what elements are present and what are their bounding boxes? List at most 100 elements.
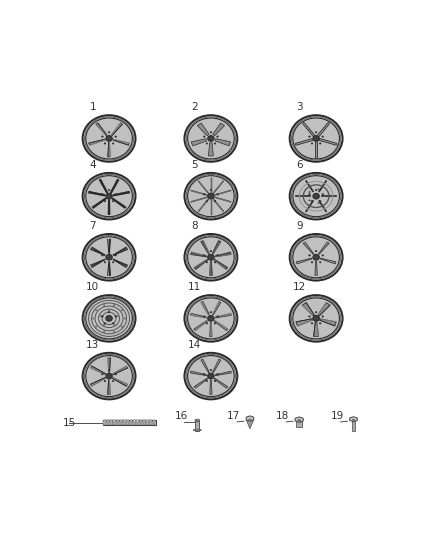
Text: 9: 9 [297, 221, 303, 231]
Ellipse shape [206, 322, 208, 324]
Ellipse shape [298, 419, 300, 421]
Ellipse shape [113, 381, 114, 382]
Polygon shape [194, 378, 208, 388]
Polygon shape [96, 123, 107, 135]
Polygon shape [302, 303, 314, 316]
Ellipse shape [184, 115, 237, 162]
Polygon shape [214, 320, 228, 330]
Ellipse shape [187, 118, 234, 159]
Text: 3: 3 [297, 102, 303, 112]
Bar [296, 421, 302, 427]
Bar [120, 420, 123, 425]
Ellipse shape [208, 254, 214, 260]
Ellipse shape [309, 316, 310, 317]
Ellipse shape [106, 193, 112, 199]
Ellipse shape [290, 173, 343, 220]
Polygon shape [212, 240, 221, 254]
Ellipse shape [184, 353, 237, 399]
Ellipse shape [83, 115, 135, 162]
Ellipse shape [95, 310, 97, 311]
Ellipse shape [108, 369, 110, 370]
Ellipse shape [184, 234, 237, 280]
Ellipse shape [113, 322, 114, 324]
Polygon shape [108, 142, 110, 157]
Ellipse shape [186, 174, 236, 218]
Polygon shape [296, 319, 313, 326]
Polygon shape [108, 380, 110, 394]
Ellipse shape [214, 262, 216, 263]
Bar [127, 420, 129, 425]
Text: 7: 7 [89, 221, 96, 231]
Ellipse shape [206, 381, 208, 382]
Bar [117, 420, 119, 425]
Polygon shape [246, 416, 254, 421]
Polygon shape [191, 313, 206, 318]
Ellipse shape [186, 117, 236, 160]
Bar [107, 419, 109, 422]
Ellipse shape [210, 132, 212, 133]
Ellipse shape [217, 193, 218, 195]
Ellipse shape [86, 298, 132, 339]
Ellipse shape [204, 193, 205, 195]
Ellipse shape [186, 354, 236, 398]
Bar [153, 419, 155, 422]
Ellipse shape [315, 311, 317, 313]
Polygon shape [212, 302, 221, 315]
Text: 6: 6 [297, 160, 303, 170]
Ellipse shape [187, 237, 234, 278]
Polygon shape [89, 139, 105, 145]
Ellipse shape [248, 419, 251, 422]
Bar [140, 420, 142, 425]
Ellipse shape [102, 255, 103, 256]
Ellipse shape [115, 193, 117, 195]
Polygon shape [209, 261, 212, 275]
Ellipse shape [193, 429, 201, 431]
Ellipse shape [217, 374, 218, 375]
Bar [107, 420, 110, 425]
Ellipse shape [313, 316, 319, 321]
Polygon shape [318, 303, 330, 316]
Ellipse shape [113, 200, 114, 202]
Polygon shape [210, 380, 212, 394]
Bar [133, 419, 135, 422]
Ellipse shape [186, 236, 236, 279]
Polygon shape [191, 371, 207, 376]
Bar [103, 420, 106, 425]
Bar [130, 420, 132, 425]
Ellipse shape [313, 193, 319, 199]
Polygon shape [303, 242, 314, 254]
Ellipse shape [108, 251, 110, 252]
Polygon shape [247, 420, 254, 429]
Bar [153, 420, 155, 425]
Ellipse shape [85, 297, 134, 340]
Ellipse shape [83, 353, 135, 399]
Ellipse shape [117, 315, 118, 317]
Ellipse shape [318, 189, 319, 190]
Ellipse shape [106, 373, 112, 379]
Polygon shape [210, 322, 212, 337]
Bar [146, 420, 149, 425]
Polygon shape [295, 417, 303, 422]
Polygon shape [215, 313, 231, 318]
Ellipse shape [83, 234, 135, 280]
Text: 12: 12 [293, 282, 307, 292]
Text: 17: 17 [227, 411, 240, 421]
Polygon shape [318, 242, 329, 254]
Polygon shape [320, 319, 336, 326]
Polygon shape [111, 123, 122, 135]
Ellipse shape [324, 196, 325, 197]
Ellipse shape [187, 176, 234, 217]
Ellipse shape [293, 237, 339, 278]
Ellipse shape [352, 419, 355, 421]
Ellipse shape [208, 373, 214, 379]
Ellipse shape [311, 322, 313, 324]
Bar [137, 419, 139, 422]
Ellipse shape [102, 374, 103, 375]
Bar [104, 419, 106, 422]
Ellipse shape [204, 316, 205, 317]
Ellipse shape [217, 255, 218, 256]
Ellipse shape [85, 354, 134, 398]
Ellipse shape [208, 136, 214, 141]
Ellipse shape [121, 310, 123, 311]
Ellipse shape [108, 132, 110, 133]
